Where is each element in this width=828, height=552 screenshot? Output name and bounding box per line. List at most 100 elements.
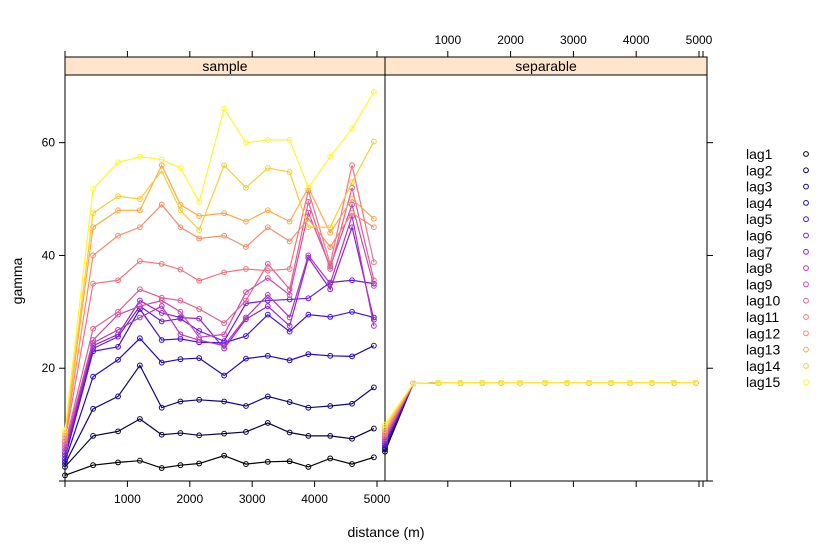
series-point-lag3: [221, 398, 228, 405]
legend-label-lag6: lag6: [746, 228, 773, 244]
series-point-lag12: [264, 224, 271, 231]
separable-point-lag15: [692, 379, 699, 386]
series-point-lag15: [370, 89, 377, 95]
series-point-lag3: [177, 398, 184, 405]
series-point-lag8: [115, 326, 121, 333]
series-point-lag12: [221, 232, 228, 239]
series-point-lag8: [221, 342, 228, 349]
series-point-lag4: [349, 353, 355, 360]
series-point-lag7: [177, 314, 184, 321]
series-point-lag8: [62, 447, 68, 453]
x-axis-title: distance (m): [347, 524, 424, 540]
series-point-lag14: [264, 165, 271, 171]
series-line-lag11: [64, 165, 375, 442]
series-point-lag12: [243, 244, 249, 250]
series-point-lag7: [62, 449, 68, 456]
series-point-lag6: [305, 295, 312, 302]
separable-point-lag15: [498, 379, 505, 386]
series-point-lag12: [327, 244, 334, 250]
series-point-lag13: [370, 215, 377, 222]
series-point-lag15: [158, 156, 165, 163]
series-point-lag15: [305, 184, 312, 191]
series-point-lag3: [196, 396, 203, 403]
series-point-lag13: [349, 196, 355, 202]
series-point-lag6: [349, 277, 355, 284]
series-point-lag2: [305, 432, 312, 439]
x-tick-label-bottom: 1000: [114, 492, 141, 506]
y-tick-label-left: 60: [42, 136, 56, 150]
legend-label-lag2: lag2: [746, 162, 773, 178]
series-point-lag15: [243, 139, 249, 146]
series-point-lag5: [115, 343, 121, 350]
x-tick-label-top: 2000: [497, 33, 524, 47]
series-point-lag15: [349, 125, 355, 132]
series-point-lag12: [158, 201, 165, 208]
separable-line-lag10: [384, 382, 696, 437]
series-point-lag2: [115, 428, 121, 435]
legend: lag1lag2lag3lag4lag5lag6lag7lag8lag9lag1…: [746, 146, 809, 390]
series-point-lag4: [305, 351, 312, 358]
series-point-lag15: [196, 198, 203, 205]
series-line-lag3: [64, 364, 375, 465]
series-point-lag7: [286, 323, 293, 329]
separable-point-lag13: [382, 427, 388, 434]
series-point-lag2: [349, 435, 355, 442]
series-point-lag15: [264, 136, 271, 143]
series-point-lag3: [349, 400, 355, 407]
legend-label-lag15: lag15: [746, 374, 780, 390]
legend-marker-lag7: [803, 248, 809, 255]
series-point-lag11: [349, 162, 355, 169]
series-point-lag3: [243, 403, 249, 409]
separable-point-lag15: [564, 379, 571, 386]
series-point-lag13: [221, 210, 228, 217]
series-point-lag2: [264, 420, 271, 426]
separable-point-lag15: [382, 421, 388, 428]
series-point-lag14: [305, 224, 312, 231]
series-point-lag6: [62, 452, 68, 459]
series-point-lag2: [243, 429, 249, 435]
series-point-lag3: [62, 461, 68, 467]
separable-point-lag15: [608, 379, 614, 386]
series-point-lag3: [115, 393, 121, 400]
series-line-lag8: [64, 213, 375, 451]
series-point-lag12: [196, 235, 203, 242]
separable-line-lag1: [384, 382, 696, 452]
series-point-lag10: [115, 308, 121, 315]
x-tick-label-top: 1000: [434, 33, 461, 47]
separable-line-lag8: [384, 382, 696, 441]
separable-point-lag14: [382, 424, 388, 431]
separable-point-lag15: [542, 379, 549, 386]
series-point-lag1: [349, 461, 355, 467]
strip-separable: [384, 56, 708, 76]
series-point-lag10: [62, 441, 68, 448]
series-point-lag11: [115, 277, 121, 284]
series-point-lag15: [136, 153, 143, 160]
series-point-lag1: [264, 458, 271, 465]
series-point-lag12: [136, 224, 143, 231]
series-point-lag1: [286, 458, 293, 465]
x-tick-label-bottom: 2000: [176, 492, 203, 506]
series-point-lag1: [158, 465, 165, 471]
series-group-separable: [382, 379, 699, 455]
separable-line-lag12: [384, 382, 696, 433]
series-point-lag14: [136, 196, 143, 202]
separable-line-lag11: [384, 382, 696, 435]
series-point-lag10: [264, 261, 271, 267]
series-point-lag11: [286, 266, 293, 272]
separable-point-lag15: [586, 379, 592, 386]
series-point-lag4: [115, 356, 121, 363]
series-point-lag9: [196, 334, 203, 341]
series-point-lag4: [158, 359, 165, 366]
series-point-lag2: [327, 432, 334, 439]
separable-line-lag7: [384, 382, 696, 442]
series-line-lag12: [64, 203, 375, 439]
series-point-lag15: [115, 159, 121, 166]
legend-label-lag11: lag11: [746, 309, 779, 325]
series-line-lag10: [64, 187, 375, 445]
legend-label-lag3: lag3: [746, 179, 773, 195]
legend-marker-lag10: [803, 297, 809, 304]
separable-line-lag15: [384, 382, 696, 425]
series-point-lag10: [90, 325, 96, 332]
series-point-lag13: [243, 218, 249, 225]
series-point-lag9: [177, 308, 184, 315]
